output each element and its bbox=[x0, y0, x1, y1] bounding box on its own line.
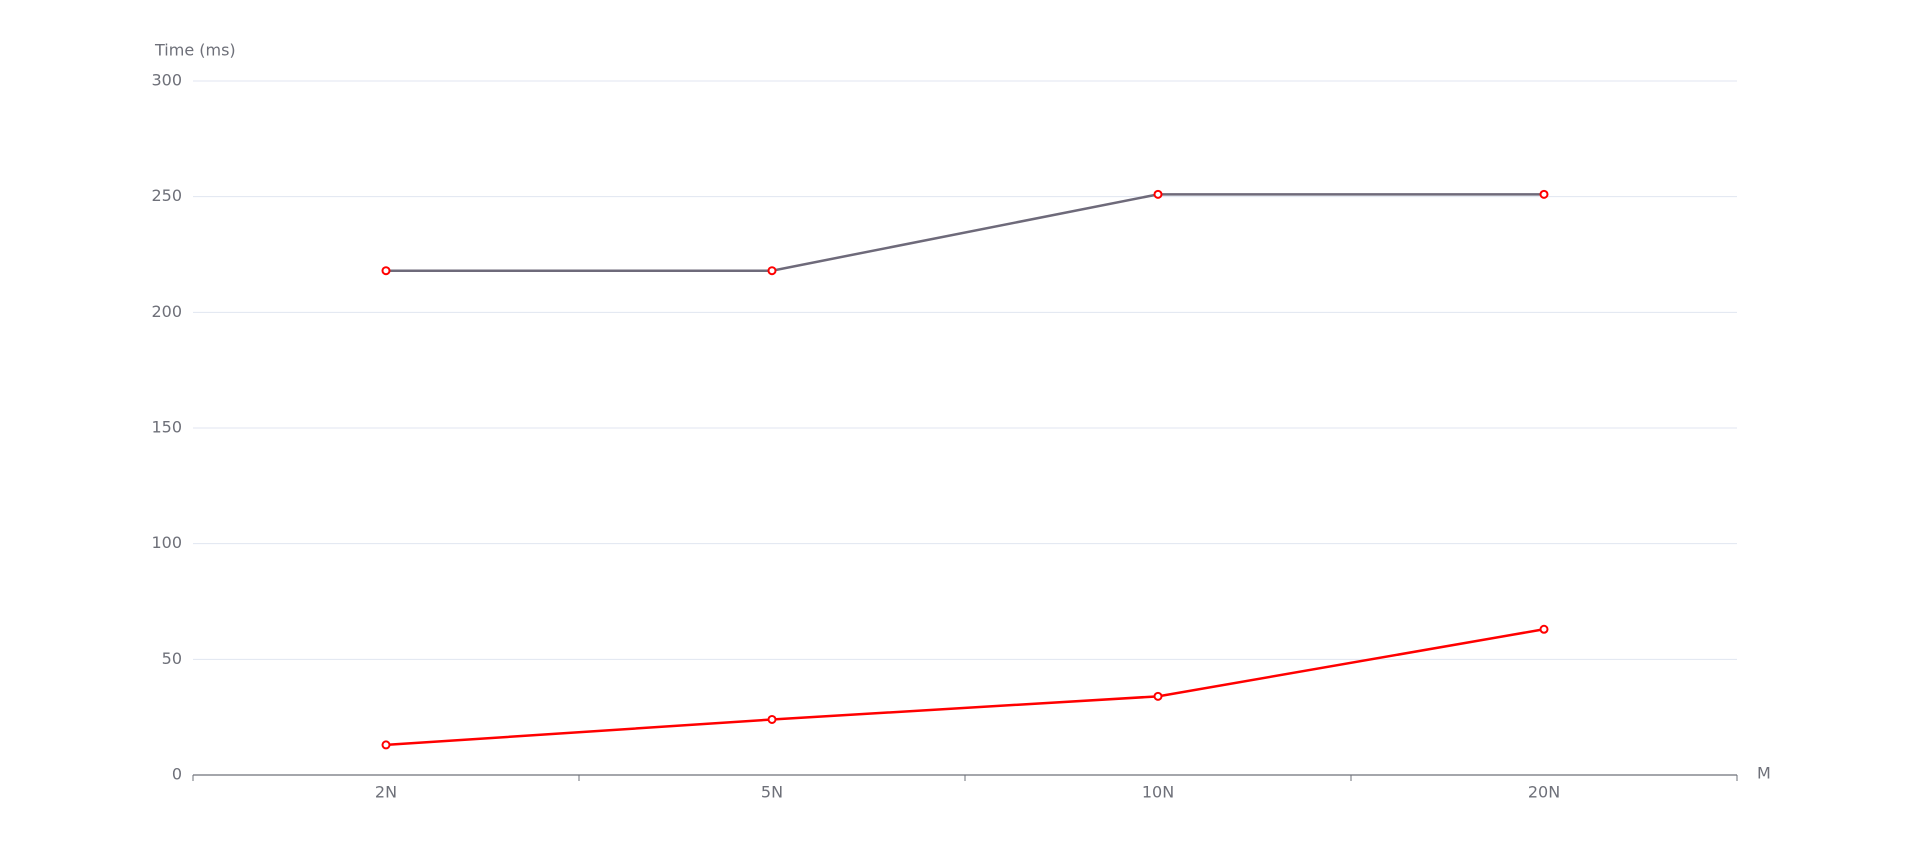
x-axis-title: M bbox=[1757, 764, 1771, 783]
x-tick-label: 20N bbox=[1528, 783, 1560, 802]
series-line bbox=[385, 628, 1545, 747]
data-point bbox=[381, 266, 391, 276]
data-point bbox=[1539, 624, 1549, 634]
y-tick-label: 200 bbox=[151, 302, 182, 321]
y-tick-label: 250 bbox=[151, 186, 182, 205]
data-point bbox=[1153, 691, 1163, 701]
y-tick-label: 50 bbox=[162, 649, 182, 668]
x-tick-label: 5N bbox=[761, 783, 783, 802]
y-tick-label: 0 bbox=[172, 765, 182, 784]
y-axis-title: Time (ms) bbox=[154, 41, 236, 60]
series-line bbox=[386, 193, 1544, 272]
data-point bbox=[381, 740, 391, 750]
x-tick-label: 2N bbox=[375, 783, 397, 802]
x-tick-label: 10N bbox=[1142, 783, 1174, 802]
y-tick-label: 100 bbox=[151, 533, 182, 552]
y-tick-label: 300 bbox=[151, 71, 182, 90]
y-tick-label: 150 bbox=[151, 418, 182, 437]
data-point bbox=[767, 714, 777, 724]
data-point bbox=[767, 266, 777, 276]
data-point bbox=[1153, 189, 1163, 199]
data-point bbox=[1539, 189, 1549, 199]
